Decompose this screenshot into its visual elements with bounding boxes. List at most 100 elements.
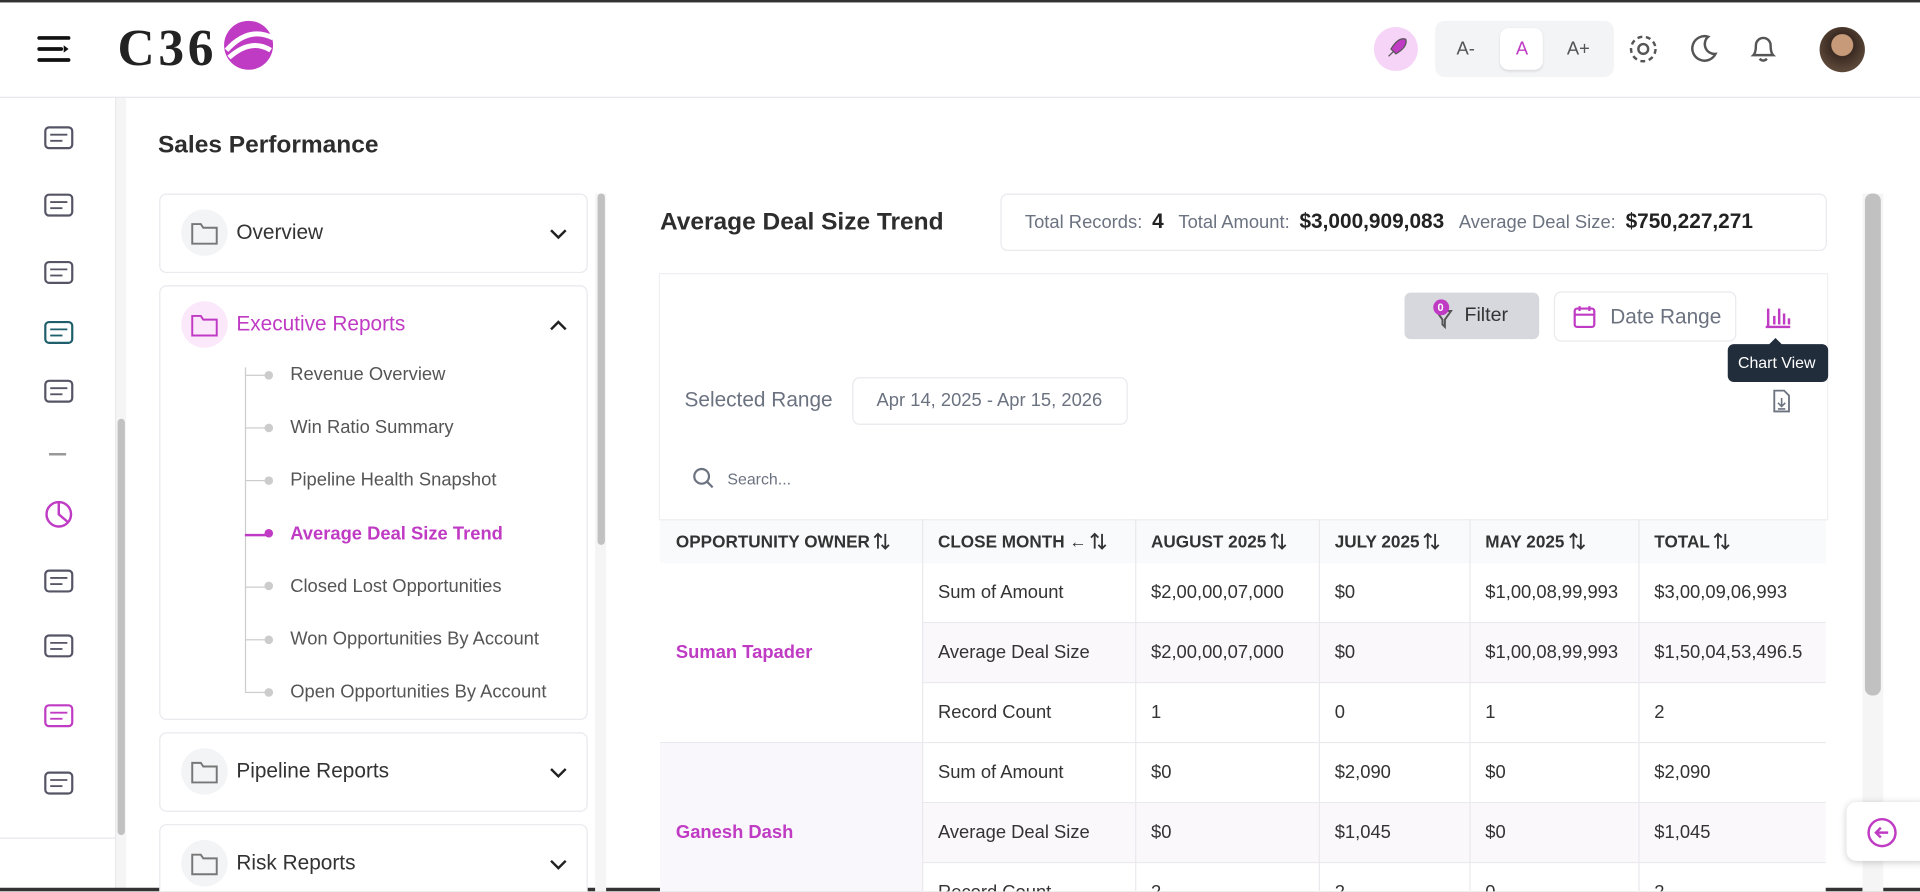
- table-cell: $0: [1334, 642, 1356, 664]
- menu-group-label[interactable]: Pipeline Reports: [236, 759, 390, 783]
- nav-icon[interactable]: [40, 373, 77, 410]
- logo-globe: [224, 20, 275, 70]
- table-cell: $2,00,00,07,000: [1151, 642, 1284, 664]
- column-header[interactable]: OPPORTUNITY OWNER: [676, 531, 891, 551]
- folder-icon: [191, 761, 218, 784]
- table-row: [922, 683, 1826, 744]
- collapse-button[interactable]: [1846, 802, 1920, 861]
- tree-branch: [244, 692, 270, 694]
- font-button[interactable]: A+: [1566, 38, 1590, 60]
- chevron[interactable]: [550, 318, 587, 355]
- menu-group-label[interactable]: Executive Reports: [236, 312, 406, 336]
- menu-item[interactable]: Won Opportunities By Account: [290, 628, 539, 650]
- tree-dot: [264, 370, 274, 379]
- search-input[interactable]: Search...: [727, 469, 792, 488]
- nav-icon[interactable]: [40, 436, 77, 473]
- column-header[interactable]: AUGUST 2025: [1151, 531, 1287, 551]
- user-avatar[interactable]: [1819, 26, 1865, 73]
- notification-icon[interactable]: [1749, 33, 1778, 65]
- chevron[interactable]: [550, 227, 587, 264]
- menu-item[interactable]: Pipeline Health Snapshot: [290, 470, 497, 491]
- dark-mode-icon[interactable]: [1689, 34, 1718, 63]
- owner-name[interactable]: Suman Tapader: [675, 642, 813, 664]
- filter-count: 0: [1437, 301, 1444, 314]
- summary-value: $750,227,271: [1625, 209, 1753, 233]
- nav-icon[interactable]: [40, 628, 77, 665]
- font-button[interactable]: A: [1515, 38, 1529, 60]
- chart-view-icon[interactable]: [1764, 304, 1791, 329]
- font-button[interactable]: A-: [1456, 38, 1475, 60]
- column-header[interactable]: JULY 2025: [1335, 531, 1441, 551]
- folder-badge: [181, 840, 228, 887]
- summary-label: Total Records:: [1024, 211, 1143, 233]
- table-row: [922, 563, 1826, 624]
- menu-group[interactable]: [159, 285, 588, 721]
- menu-group[interactable]: [159, 732, 588, 812]
- summary-box: [1000, 193, 1827, 252]
- summary-row: Total Records: 4 Total Amount: $3,000,909,0…: [1025, 209, 1753, 233]
- table-cell: $1,00,08,99,993: [1485, 582, 1619, 604]
- download-icon[interactable]: [1772, 389, 1792, 413]
- table-row: [922, 623, 1826, 684]
- nav-icon[interactable]: [40, 698, 77, 735]
- selected-range-box: [852, 377, 1128, 425]
- date-range-button[interactable]: [1553, 291, 1737, 342]
- menu-group-label[interactable]: Risk Reports: [236, 851, 356, 875]
- column-header[interactable]: MAY 2025: [1485, 531, 1585, 551]
- filter-button[interactable]: [1404, 292, 1540, 340]
- summary-label: Average Deal Size:: [1458, 211, 1616, 233]
- date-range-label: Date Range: [1610, 304, 1722, 329]
- nav-icon[interactable]: [40, 496, 77, 533]
- column-title: MAY 2025: [1485, 531, 1565, 552]
- table-row: [922, 863, 1826, 892]
- tree-dot: [264, 423, 274, 432]
- menu-item[interactable]: Revenue Overview: [290, 364, 446, 386]
- table-cell: $0: [1485, 762, 1506, 784]
- table-cell: Sum of Amount: [937, 762, 1064, 784]
- column-title: AUGUST 2025: [1151, 531, 1267, 552]
- filter-icon: [1433, 299, 1453, 330]
- menu-item[interactable]: Open Opportunities By Account: [290, 681, 547, 703]
- chevron[interactable]: [550, 765, 587, 802]
- menu-group-label[interactable]: Overview: [236, 220, 324, 244]
- nav-icon[interactable]: [40, 563, 77, 600]
- table-cell: 2: [1151, 882, 1161, 891]
- search-icon: [693, 467, 714, 489]
- chevron[interactable]: [550, 857, 587, 891]
- nav-icon[interactable]: [40, 255, 77, 292]
- column-divider: [922, 519, 924, 892]
- column-title: OPPORTUNITY OWNER: [675, 531, 870, 552]
- column-header[interactable]: CLOSE MONTH ←: [938, 531, 1107, 551]
- menu-item[interactable]: Closed Lost Opportunities: [290, 575, 502, 597]
- tree-branch: [244, 374, 270, 376]
- selected-range-label: Selected Range: [684, 388, 833, 412]
- table-cell: $2,00,00,07,000: [1151, 582, 1284, 604]
- table-row: [922, 803, 1826, 864]
- menu-group[interactable]: [159, 193, 588, 274]
- header-border: [0, 96, 1920, 98]
- sidebar-scroll-thumb: [117, 418, 125, 836]
- sort-icon: [1568, 532, 1585, 550]
- nav-icon[interactable]: [40, 187, 77, 224]
- table-cell: 1: [1151, 702, 1162, 724]
- menu-item[interactable]: Win Ratio Summary: [290, 417, 454, 438]
- sort-icon: [874, 532, 891, 550]
- column-header[interactable]: TOTAL: [1654, 531, 1731, 551]
- tree-branch: [244, 480, 270, 482]
- calendar-icon: [1573, 306, 1596, 329]
- tree-dot: [264, 687, 274, 697]
- table-cell: Record Count: [938, 882, 1051, 891]
- menu-item[interactable]: Average Deal Size Trend: [290, 522, 503, 544]
- nav-icon[interactable]: [40, 120, 77, 157]
- table-cell: $0: [1151, 762, 1172, 784]
- menu-group[interactable]: [159, 824, 588, 892]
- owner-name[interactable]: Ganesh Dash: [675, 822, 794, 844]
- tooltip-arrow: [1768, 337, 1783, 346]
- nav-icon[interactable]: [40, 315, 77, 352]
- folder-badge: [181, 209, 228, 256]
- menu-toggle[interactable]: [37, 34, 71, 63]
- nav-icon[interactable]: [40, 765, 77, 802]
- column-divider: [1638, 519, 1640, 892]
- tree-line: [244, 367, 247, 692]
- settings-icon[interactable]: [1629, 34, 1658, 63]
